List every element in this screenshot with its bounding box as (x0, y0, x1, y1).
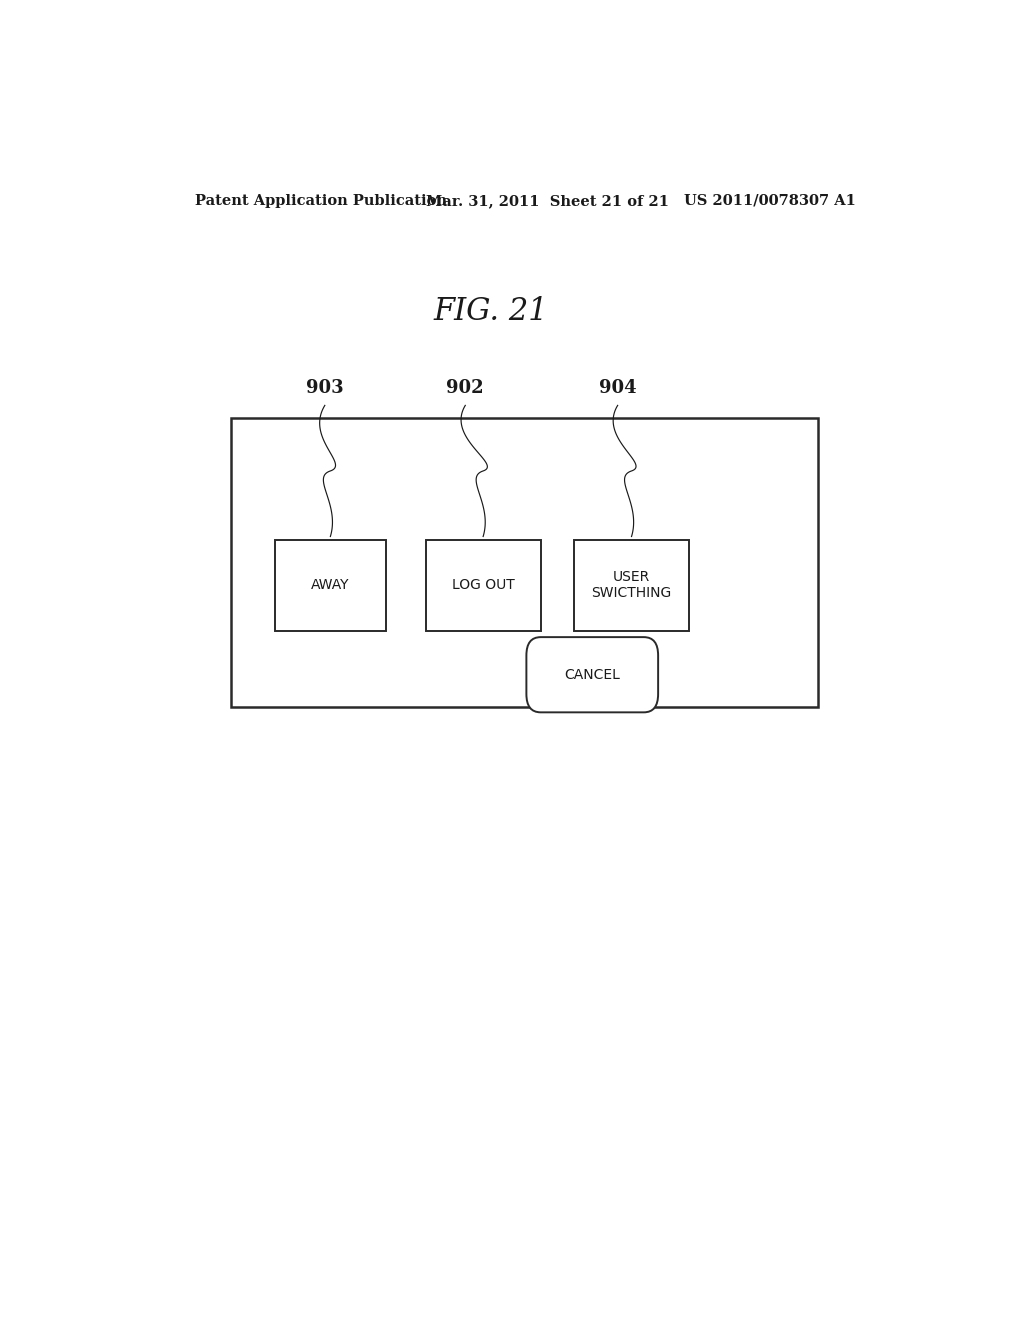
FancyBboxPatch shape (526, 638, 658, 713)
Text: CANCEL: CANCEL (564, 668, 621, 681)
FancyBboxPatch shape (426, 540, 541, 631)
Text: Patent Application Publication: Patent Application Publication (196, 194, 447, 209)
FancyBboxPatch shape (231, 417, 818, 708)
Text: US 2011/0078307 A1: US 2011/0078307 A1 (684, 194, 855, 209)
Text: USER
SWICTHING: USER SWICTHING (592, 570, 672, 601)
Text: FIG. 21: FIG. 21 (433, 296, 548, 326)
Text: 903: 903 (306, 379, 344, 397)
FancyBboxPatch shape (574, 540, 689, 631)
Text: Mar. 31, 2011  Sheet 21 of 21: Mar. 31, 2011 Sheet 21 of 21 (426, 194, 669, 209)
Text: LOG OUT: LOG OUT (452, 578, 514, 593)
Text: 902: 902 (446, 379, 484, 397)
Text: 904: 904 (599, 379, 637, 397)
FancyBboxPatch shape (274, 540, 386, 631)
Text: AWAY: AWAY (311, 578, 349, 593)
